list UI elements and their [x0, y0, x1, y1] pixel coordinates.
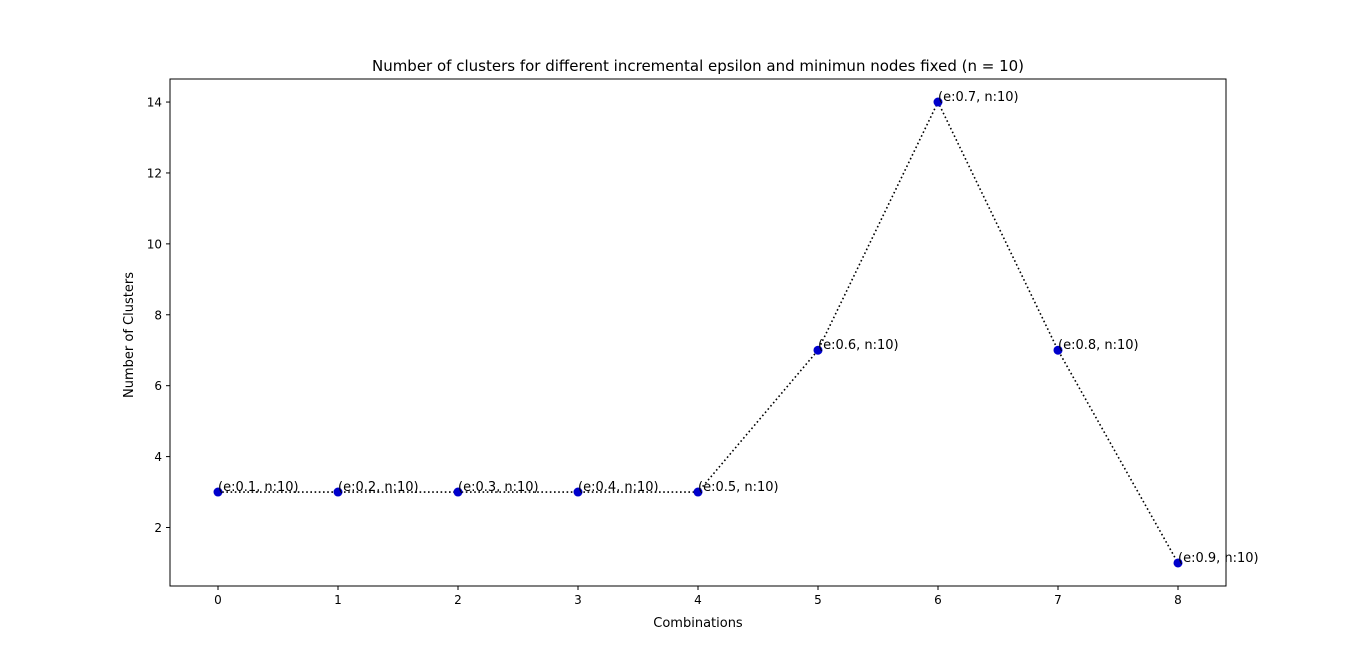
y-tick-label: 12 [147, 166, 162, 180]
y-tick-label: 8 [154, 308, 162, 322]
data-point-label: (e:0.1, n:10) [218, 480, 299, 495]
y-tick-label: 6 [154, 379, 162, 393]
x-tick-label: 6 [934, 593, 942, 607]
data-point [213, 487, 223, 497]
data-point-label: (e:0.6, n:10) [818, 338, 899, 353]
data-point [1053, 345, 1063, 355]
data-point-label: (e:0.9, n:10) [1178, 551, 1259, 566]
data-point [573, 487, 583, 497]
data-point [813, 345, 823, 355]
data-point-label: (e:0.4, n:10) [578, 480, 659, 495]
series-markers [213, 97, 1183, 568]
x-tick-label: 8 [1174, 593, 1182, 607]
y-tick-label: 10 [147, 237, 162, 251]
data-point-label: (e:0.5, n:10) [698, 480, 779, 495]
data-point [933, 97, 943, 107]
x-tick-label: 2 [454, 593, 462, 607]
chart-title: Number of clusters for different increme… [372, 57, 1024, 75]
x-tick-label: 3 [574, 593, 582, 607]
data-point-label: (e:0.8, n:10) [1058, 338, 1139, 353]
x-tick-label: 0 [214, 593, 222, 607]
y-tick-label: 4 [154, 450, 162, 464]
x-tick-label: 1 [334, 593, 342, 607]
x-axis-label: Combinations [653, 616, 743, 631]
x-tick-label: 7 [1054, 593, 1062, 607]
data-point-label: (e:0.3, n:10) [458, 480, 539, 495]
data-point [1173, 558, 1183, 568]
data-point [333, 487, 343, 497]
y-tick-label: 2 [154, 521, 162, 535]
data-point [453, 487, 463, 497]
point-labels: (e:0.1, n:10) (e:0.2, n:10) (e:0.3, n:10) (… [218, 90, 1259, 566]
data-point-label: (e:0.7, n:10) [938, 90, 1019, 105]
x-axis: 0 1 2 3 4 5 6 7 8 [214, 586, 1182, 607]
y-axis: 2 4 6 8 10 12 14 [147, 96, 170, 535]
data-point-label: (e:0.2, n:10) [338, 480, 419, 495]
x-tick-label: 4 [694, 593, 702, 607]
plot-area [169, 78, 1227, 587]
y-tick-label: 14 [147, 96, 162, 110]
x-tick-label: 5 [814, 593, 822, 607]
y-axis-label: Number of Clusters [122, 272, 137, 398]
data-point [693, 487, 703, 497]
